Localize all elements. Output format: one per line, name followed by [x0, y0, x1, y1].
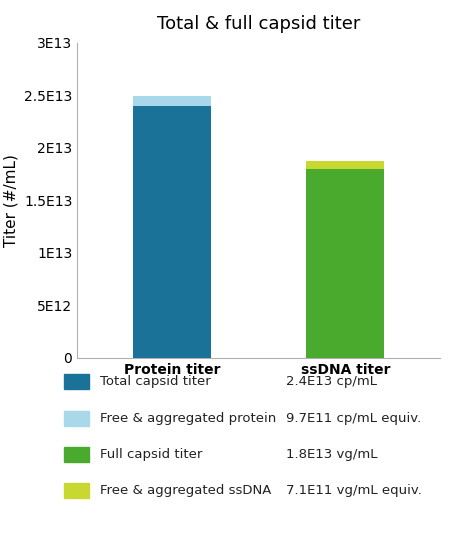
Text: 1.8E13 vg/mL: 1.8E13 vg/mL: [286, 448, 378, 461]
Text: Total capsid titer: Total capsid titer: [100, 375, 211, 388]
Bar: [133, 106, 211, 358]
Bar: [306, 169, 384, 358]
Title: Total & full capsid titer: Total & full capsid titer: [157, 15, 360, 33]
Bar: [133, 96, 211, 106]
Text: Free & aggregated ssDNA: Free & aggregated ssDNA: [100, 484, 271, 497]
Text: 7.1E11 vg/mL equiv.: 7.1E11 vg/mL equiv.: [286, 484, 422, 497]
Text: Free & aggregated protein: Free & aggregated protein: [100, 412, 276, 425]
Y-axis label: Titer (#/mL): Titer (#/mL): [3, 154, 19, 247]
Text: Full capsid titer: Full capsid titer: [100, 448, 202, 461]
Text: 2.4E13 cp/mL: 2.4E13 cp/mL: [286, 375, 377, 388]
Bar: [306, 161, 384, 169]
Text: 9.7E11 cp/mL equiv.: 9.7E11 cp/mL equiv.: [286, 412, 421, 425]
